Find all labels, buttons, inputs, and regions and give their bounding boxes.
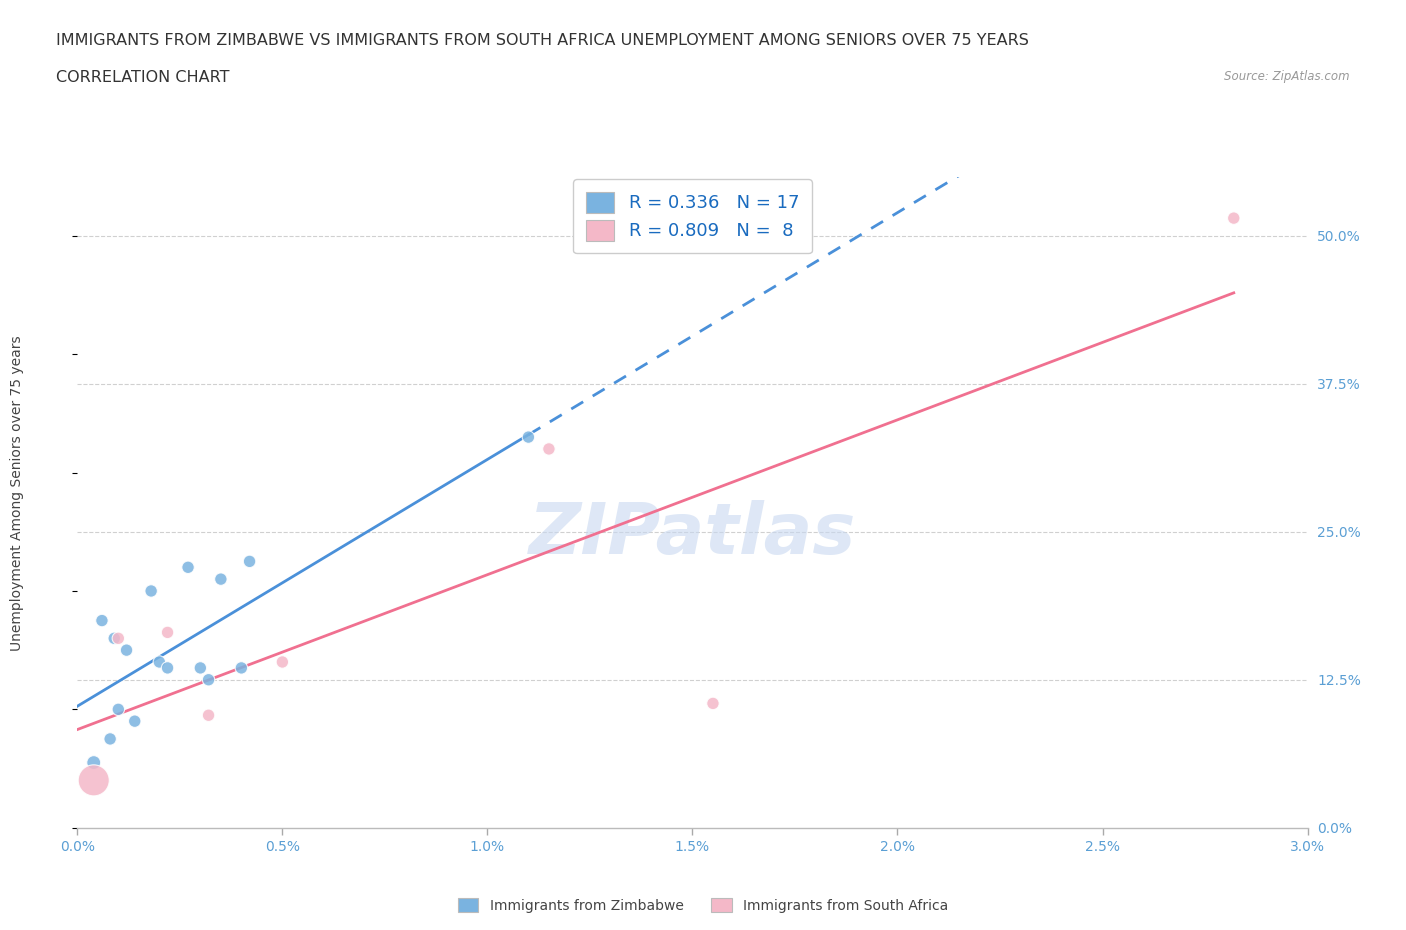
- Point: [188, 660, 212, 675]
- Text: Unemployment Among Seniors over 75 years: Unemployment Among Seniors over 75 years: [10, 335, 24, 651]
- Legend: Immigrants from Zimbabwe, Immigrants from South Africa: Immigrants from Zimbabwe, Immigrants fro…: [453, 893, 953, 919]
- Point: [141, 583, 163, 598]
- Point: [271, 655, 294, 670]
- Point: [115, 643, 138, 658]
- Point: [197, 708, 219, 723]
- Point: [231, 660, 253, 675]
- Point: [83, 773, 105, 788]
- Point: [209, 572, 232, 587]
- Point: [1223, 211, 1246, 226]
- Point: [107, 702, 129, 717]
- Point: [156, 660, 179, 675]
- Point: [103, 631, 125, 645]
- Point: [148, 655, 170, 670]
- Text: ZIPatlas: ZIPatlas: [529, 500, 856, 569]
- Point: [98, 732, 121, 747]
- Point: [197, 672, 219, 687]
- Point: [107, 631, 129, 645]
- Point: [177, 560, 200, 575]
- Text: Source: ZipAtlas.com: Source: ZipAtlas.com: [1225, 70, 1350, 83]
- Point: [124, 713, 146, 728]
- Point: [90, 613, 114, 628]
- Point: [702, 696, 724, 711]
- Point: [537, 442, 560, 457]
- Point: [517, 430, 540, 445]
- Point: [156, 625, 179, 640]
- Text: IMMIGRANTS FROM ZIMBABWE VS IMMIGRANTS FROM SOUTH AFRICA UNEMPLOYMENT AMONG SENI: IMMIGRANTS FROM ZIMBABWE VS IMMIGRANTS F…: [56, 33, 1029, 47]
- Point: [239, 554, 262, 569]
- Legend: R = 0.336   N = 17, R = 0.809   N =  8: R = 0.336 N = 17, R = 0.809 N = 8: [572, 179, 813, 254]
- Point: [83, 755, 105, 770]
- Text: CORRELATION CHART: CORRELATION CHART: [56, 70, 229, 85]
